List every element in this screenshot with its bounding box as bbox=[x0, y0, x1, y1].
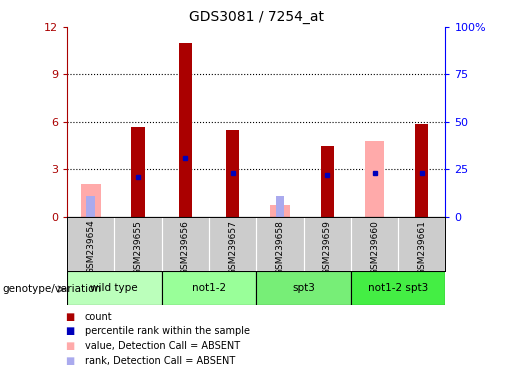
Bar bbox=[365, 141, 384, 217]
Text: GSM239659: GSM239659 bbox=[323, 220, 332, 275]
Text: rank, Detection Call = ABSENT: rank, Detection Call = ABSENT bbox=[85, 356, 235, 366]
Text: count: count bbox=[85, 312, 113, 322]
Text: GSM239656: GSM239656 bbox=[181, 220, 190, 275]
Text: wild type: wild type bbox=[91, 283, 138, 293]
Title: GDS3081 / 7254_at: GDS3081 / 7254_at bbox=[188, 10, 324, 25]
Text: ■: ■ bbox=[65, 312, 74, 322]
FancyBboxPatch shape bbox=[67, 271, 162, 305]
Text: GSM239654: GSM239654 bbox=[86, 220, 95, 275]
Text: ■: ■ bbox=[65, 341, 74, 351]
Text: GSM239658: GSM239658 bbox=[276, 220, 284, 275]
Text: percentile rank within the sample: percentile rank within the sample bbox=[85, 326, 250, 336]
FancyBboxPatch shape bbox=[256, 271, 351, 305]
Text: ■: ■ bbox=[65, 356, 74, 366]
Bar bbox=[179, 43, 192, 217]
Bar bbox=[415, 124, 428, 217]
Bar bbox=[270, 205, 290, 217]
Text: GSM239657: GSM239657 bbox=[228, 220, 237, 275]
Text: GSM239655: GSM239655 bbox=[133, 220, 143, 275]
Text: spt3: spt3 bbox=[292, 283, 315, 293]
Text: value, Detection Call = ABSENT: value, Detection Call = ABSENT bbox=[85, 341, 240, 351]
Bar bbox=[276, 195, 284, 217]
Bar bbox=[131, 127, 145, 217]
Text: genotype/variation: genotype/variation bbox=[3, 284, 101, 294]
Text: ■: ■ bbox=[65, 326, 74, 336]
Text: GSM239661: GSM239661 bbox=[417, 220, 426, 275]
Bar bbox=[87, 196, 95, 217]
Bar bbox=[81, 184, 100, 217]
FancyBboxPatch shape bbox=[351, 271, 445, 305]
Text: not1-2: not1-2 bbox=[192, 283, 226, 293]
Bar bbox=[320, 146, 334, 217]
FancyBboxPatch shape bbox=[162, 271, 256, 305]
Bar bbox=[226, 130, 239, 217]
Text: not1-2 spt3: not1-2 spt3 bbox=[368, 283, 428, 293]
Text: GSM239660: GSM239660 bbox=[370, 220, 379, 275]
